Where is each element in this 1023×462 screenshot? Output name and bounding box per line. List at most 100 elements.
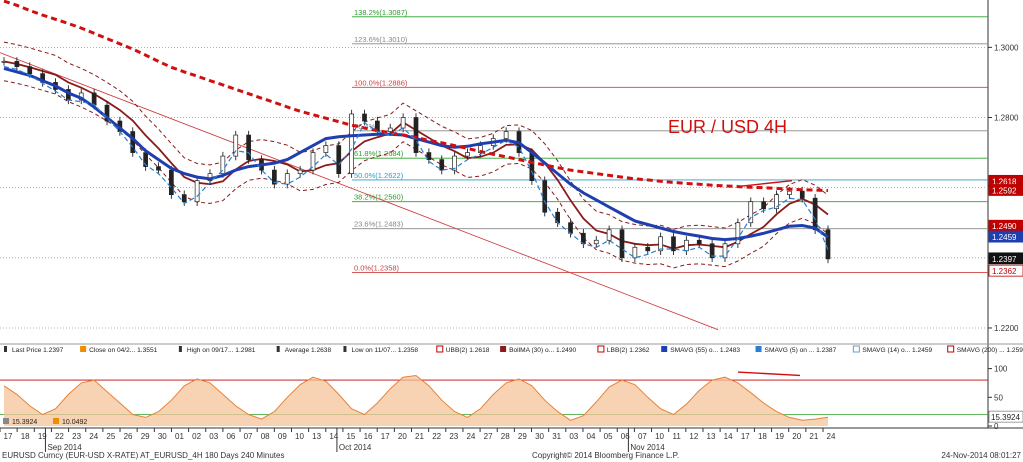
time-tick-label: 29: [141, 432, 150, 441]
oscillator-value-label: 15.3924: [991, 413, 1020, 422]
price-tick-label: 1.2800: [994, 114, 1019, 123]
instrument-line: EURUSD Curncy (EUR-USD X-RATE) AT_EURUSD…: [2, 451, 284, 460]
month-label: Nov 2014: [630, 443, 665, 452]
fib-level-label: 0.0%(1.2358): [354, 264, 400, 273]
price-candle: [774, 194, 779, 210]
legend-swatch: [661, 346, 668, 352]
time-tick-label: 20: [792, 432, 801, 441]
price-candle: [156, 166, 161, 171]
price-candle: [297, 169, 303, 174]
price-candle: [503, 131, 509, 139]
price-candle: [761, 201, 766, 210]
time-tick-label: 10: [295, 432, 304, 441]
price-candle: [323, 145, 329, 153]
time-tick-label: 26: [124, 432, 133, 441]
fib-level-label: 76.4%: [354, 122, 376, 131]
price-candle: [426, 152, 432, 160]
price-candle: [413, 117, 419, 153]
price-candle: [696, 239, 702, 245]
price-candle: [362, 113, 367, 122]
time-tick-label: 14: [724, 432, 733, 441]
time-tick-label: 12: [689, 432, 698, 441]
oscillator-value-tag: [988, 410, 1023, 423]
timestamp: 24-Nov-2014 08:01:27: [941, 451, 1021, 460]
time-tick-label: 09: [278, 432, 287, 441]
oscillator-tick-label: 50: [994, 393, 1003, 402]
legend-label: BollMA (30) o... 1.2490: [509, 347, 576, 354]
time-tick-label: 22: [432, 432, 441, 441]
price-candle: [671, 236, 676, 252]
price-candle: [349, 113, 354, 174]
time-tick-label: 02: [192, 432, 201, 441]
legend-item: Average 1.2638: [276, 346, 332, 354]
time-tick-label: 04: [587, 432, 596, 441]
price-candle: [542, 180, 548, 213]
time-tick-label: 16: [364, 432, 373, 441]
legend-swatch: [755, 346, 762, 352]
price-candle: [40, 73, 45, 83]
price-candle: [606, 229, 612, 241]
legend-swatch: [4, 346, 7, 352]
legend-label: Average 1.2638: [285, 347, 332, 354]
price-tag-label: 1.2397: [992, 255, 1017, 264]
oscillator-tick-label: 0: [994, 422, 999, 431]
price-candle: [387, 127, 393, 132]
fib-level-label: 38.2%(1.2560): [354, 193, 404, 202]
legend-swatch: [343, 346, 347, 352]
price-candle: [465, 152, 470, 157]
fib-level-label: 138.2%(1.3087): [354, 8, 408, 17]
price-candle: [14, 61, 20, 67]
legend-item: SMAVG (14) o... 1.2459: [852, 345, 933, 354]
price-candle: [284, 173, 290, 185]
fib-level-label: 100.0%(1.2886): [354, 78, 408, 87]
time-tick-label: 24: [89, 432, 98, 441]
fib-level-label: 23.6%(1.2483): [354, 220, 404, 229]
oscillator-tick-label: 100: [994, 365, 1008, 374]
legend-item: BollMA (30) o... 1.2490: [500, 346, 577, 354]
price-candle: [1, 61, 7, 63]
price-candle: [812, 197, 818, 231]
price-candle: [27, 66, 33, 75]
price-tag-label: 1.2490: [992, 222, 1017, 231]
legend-swatch: [500, 346, 507, 352]
price-candle: [169, 169, 174, 196]
legend-swatch: [947, 345, 955, 353]
price-candle: [400, 117, 406, 129]
time-tick-label: 03: [209, 432, 218, 441]
legend-swatch: [436, 345, 444, 353]
time-tick-label: 20: [398, 432, 407, 441]
price-divergence-line: [739, 179, 793, 187]
fib-level-label: 123.6%(1.3010): [354, 35, 408, 44]
price-candle: [220, 155, 226, 174]
oscillator-area: [4, 375, 828, 426]
oscillator-legend-label: 10.0492: [62, 419, 87, 426]
price-candle: [799, 190, 805, 199]
price-candle: [787, 190, 792, 196]
time-tick-label: 19: [38, 432, 47, 441]
price-candle: [632, 246, 638, 259]
price-tag-label: 1.2362: [992, 267, 1017, 276]
time-tick-label: 31: [552, 432, 561, 441]
time-tick-label: 18: [758, 432, 767, 441]
legend-item: SMAVG (200) ... 1.2592: [947, 345, 1023, 354]
legend-item: SMAVG (55) o... 1.2483: [661, 346, 740, 354]
price-candle: [619, 229, 625, 259]
time-tick-label: 21: [809, 432, 818, 441]
legend-item: LBB(2) 1.2362: [597, 345, 650, 354]
legend-item: Close on 04/2... 1.3551: [80, 346, 158, 354]
price-candle: [452, 155, 457, 171]
price-tag-label: 1.2618: [992, 177, 1017, 186]
time-tick-label: 30: [535, 432, 544, 441]
time-tick-label: 07: [244, 432, 253, 441]
time-tick-label: 21: [415, 432, 424, 441]
time-tick-label: 03: [569, 432, 578, 441]
price-tick-label: 1.3000: [994, 43, 1019, 52]
legend-label: Last Price 1.2397: [12, 347, 64, 354]
divergence-line: [737, 371, 801, 377]
time-tick-label: 30: [158, 432, 167, 441]
time-tick-label: 11: [673, 432, 682, 441]
time-tick-label: 24: [466, 432, 475, 441]
time-tick-label: 14: [329, 432, 338, 441]
time-tick-label: 06: [621, 432, 630, 441]
time-tick-label: 10: [655, 432, 664, 441]
